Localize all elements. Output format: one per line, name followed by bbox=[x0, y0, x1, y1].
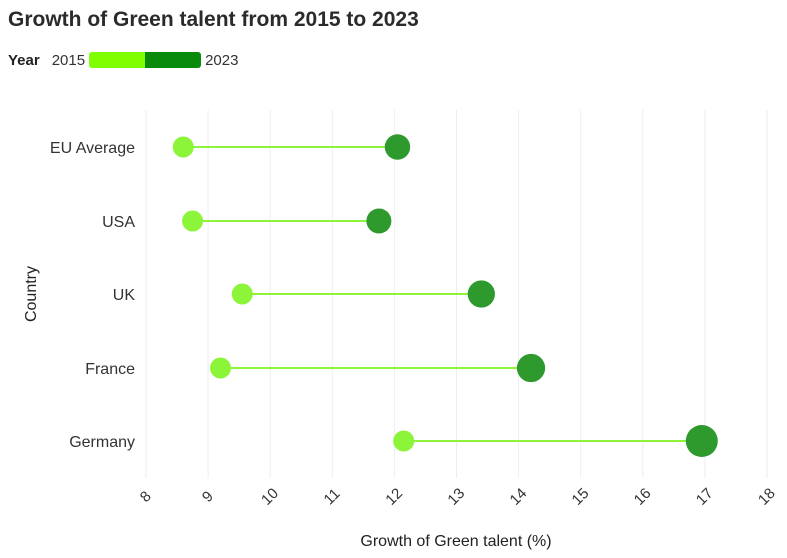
x-tick-label: 13 bbox=[444, 485, 468, 509]
point-2015 bbox=[182, 210, 204, 232]
y-tick-label: UK bbox=[113, 287, 136, 304]
y-tick-label: France bbox=[85, 361, 135, 378]
point-2023 bbox=[467, 280, 495, 308]
x-tick-label: 9 bbox=[199, 488, 217, 506]
x-tick-label: 10 bbox=[258, 485, 282, 509]
point-2015 bbox=[393, 430, 415, 452]
x-axis-title: Growth of Green talent (%) bbox=[360, 533, 551, 550]
point-2023 bbox=[366, 208, 392, 234]
x-tick-label: 18 bbox=[755, 485, 779, 509]
point-2023 bbox=[384, 134, 411, 160]
x-tick-label: 15 bbox=[569, 485, 593, 509]
y-axis-title: Country bbox=[23, 266, 40, 322]
x-tick-label: 16 bbox=[631, 485, 655, 509]
chart-title: Growth of Green talent from 2015 to 2023 bbox=[8, 8, 419, 31]
legend-color-bar bbox=[89, 52, 202, 68]
x-tick-label: 12 bbox=[382, 485, 406, 509]
y-tick-label: EU Average bbox=[50, 140, 135, 157]
x-tick-label: 14 bbox=[507, 485, 531, 509]
point-2015 bbox=[172, 136, 194, 158]
point-2015 bbox=[231, 283, 253, 305]
legend-start-label: 2015 bbox=[51, 51, 86, 69]
x-tick-label: 17 bbox=[693, 485, 717, 509]
x-tick-label: 11 bbox=[321, 485, 344, 508]
y-tick-label: USA bbox=[102, 214, 135, 231]
x-tick-label: 8 bbox=[137, 488, 155, 506]
point-2023 bbox=[516, 353, 546, 383]
point-2015 bbox=[210, 357, 232, 379]
legend-end-label: 2023 bbox=[205, 51, 239, 69]
legend-label: Year bbox=[8, 51, 40, 69]
legend: Year 2015 2023 bbox=[8, 50, 238, 70]
point-2023 bbox=[685, 425, 718, 457]
y-tick-label: Germany bbox=[69, 434, 135, 451]
